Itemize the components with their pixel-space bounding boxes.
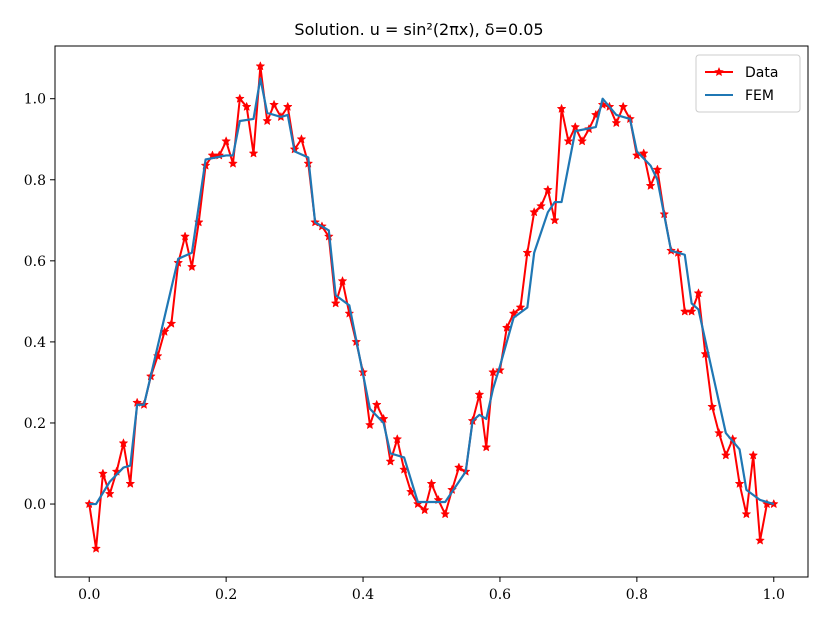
data-point	[611, 117, 622, 128]
x-tick-label: 1.0	[763, 587, 785, 603]
data-point	[686, 306, 697, 316]
x-tick-label: 0.8	[626, 587, 648, 603]
data-point	[419, 504, 430, 515]
data-point	[707, 401, 718, 411]
legend-label-data: Data	[745, 65, 778, 81]
legend: Data FEM	[695, 54, 801, 113]
data-point	[522, 247, 533, 257]
data-point	[118, 438, 129, 448]
data-point	[720, 450, 731, 460]
data-point	[228, 158, 238, 168]
data-point	[488, 367, 499, 377]
x-axis: 0.0 0.2 0.4 0.6 0.8 1.0	[78, 577, 785, 603]
data-point	[392, 434, 403, 444]
data-point	[542, 184, 553, 195]
data-point	[501, 322, 512, 332]
y-tick-label: 0.6	[24, 254, 46, 270]
data-point	[234, 93, 245, 103]
data-point	[296, 134, 307, 144]
data-point	[679, 306, 690, 316]
data-point	[255, 61, 266, 71]
data-point	[187, 261, 197, 272]
data-point	[714, 427, 724, 438]
data-point	[98, 468, 108, 478]
data-point	[734, 478, 745, 488]
data-point	[180, 231, 190, 241]
series-line-data	[88, 65, 774, 550]
data-point	[364, 419, 375, 430]
x-tick-label: 0.6	[489, 587, 511, 603]
x-tick-label: 0.2	[215, 587, 237, 603]
x-tick-label: 0.0	[78, 587, 100, 603]
data-point	[652, 164, 663, 174]
data-point	[104, 488, 115, 499]
data-point	[330, 298, 341, 308]
data-point	[515, 302, 526, 312]
y-tick-label: 0.8	[24, 173, 46, 189]
data-point	[282, 101, 293, 111]
data-point	[166, 318, 177, 328]
legend-label-fem: FEM	[745, 88, 774, 104]
plot-area	[84, 61, 779, 553]
data-point	[748, 450, 759, 460]
x-tick-label: 0.4	[352, 587, 374, 603]
data-point	[563, 136, 574, 146]
data-point	[426, 478, 437, 488]
data-point	[262, 115, 273, 126]
y-axis: 0.0 0.2 0.4 0.6 0.8 1.0	[24, 92, 55, 513]
data-point	[269, 99, 279, 109]
data-point	[755, 535, 765, 545]
y-tick-label: 0.0	[24, 497, 46, 513]
y-tick-label: 0.2	[24, 416, 46, 432]
data-point	[221, 136, 232, 146]
data-point	[481, 442, 492, 452]
data-point	[337, 275, 348, 286]
y-tick-label: 0.4	[24, 335, 46, 351]
data-point	[248, 148, 259, 158]
data-point	[570, 121, 581, 132]
data-point	[385, 456, 396, 466]
data-point	[693, 288, 704, 298]
data-point	[556, 103, 567, 113]
legend-box	[695, 54, 801, 113]
axes-frame	[54, 45, 809, 578]
data-point	[91, 543, 101, 553]
y-tick-label: 1.0	[24, 92, 46, 108]
data-point	[371, 399, 382, 409]
data-point	[440, 509, 451, 519]
data-point	[474, 389, 485, 399]
data-point	[549, 215, 560, 225]
data-point	[536, 200, 546, 211]
chart-title: Solution. u = sin²(2πx), δ=0.05	[294, 20, 543, 39]
legend-marker	[714, 66, 724, 77]
data-point	[453, 462, 464, 472]
data-point	[529, 207, 540, 217]
data-point	[241, 101, 252, 111]
data-point	[645, 180, 656, 191]
data-point	[741, 509, 752, 519]
series-line-fem	[89, 77, 775, 506]
data-point	[577, 136, 587, 146]
data-point	[618, 101, 629, 111]
data-point	[125, 478, 136, 488]
